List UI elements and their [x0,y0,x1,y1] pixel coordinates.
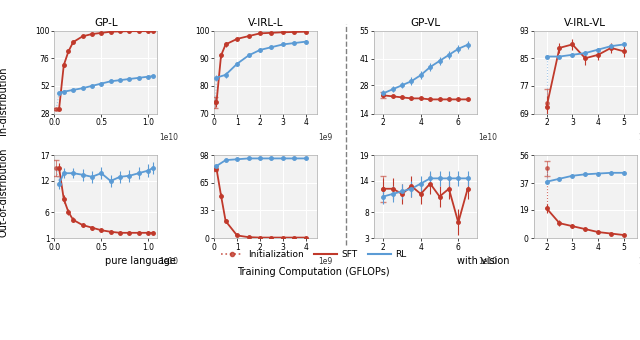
Title: GP-L: GP-L [94,18,118,29]
Text: 1e9: 1e9 [319,257,333,267]
Text: 1e10: 1e10 [638,257,640,267]
Text: 1e10: 1e10 [479,257,497,267]
Title: GP-VL: GP-VL [410,18,440,29]
Title: V-IRL-VL: V-IRL-VL [564,18,606,29]
Text: 1e10: 1e10 [159,257,178,267]
Text: pure language: pure language [106,255,176,266]
Text: 1e10: 1e10 [479,133,497,142]
Text: 1e10: 1e10 [159,133,178,142]
Title: V-IRL-L: V-IRL-L [248,18,284,29]
Text: 1e10: 1e10 [638,133,640,142]
Text: In-distribution: In-distribution [0,66,8,135]
Text: with vision: with vision [457,255,509,266]
Text: Out-of-distribution: Out-of-distribution [0,147,8,237]
Text: 1e9: 1e9 [319,133,333,142]
Legend: Initialization, SFT, RL: Initialization, SFT, RL [217,246,410,262]
Text: Training Computation (GFLOPs): Training Computation (GFLOPs) [237,267,390,277]
